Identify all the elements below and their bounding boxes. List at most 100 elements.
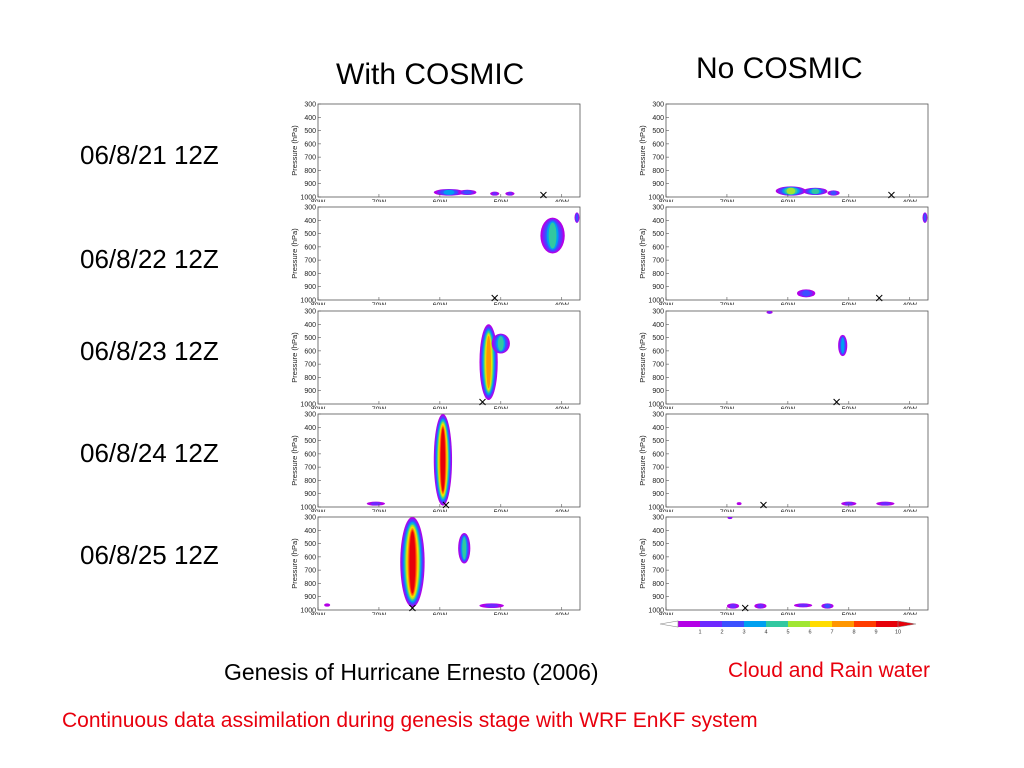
y-tick-label: 900 xyxy=(304,388,316,395)
x-tick-label: 80W xyxy=(311,200,326,203)
y-tick-label: 600 xyxy=(652,554,664,561)
y-axis-label: Pressure (hPa) xyxy=(638,538,647,589)
contour-level-3 xyxy=(575,213,579,222)
panel-plot: 300 400 500 600 700 800 900 100080W 70W 60W 50W 40W… xyxy=(638,412,929,513)
features-group xyxy=(766,311,848,357)
y-tick-label: 500 xyxy=(304,231,316,238)
heatmap-panel: 300400500600700800900100080W70W60W50W40W… xyxy=(636,410,956,513)
x-tick-label: 50W xyxy=(494,510,509,513)
y-tick-label: 700 xyxy=(304,155,316,162)
features-group xyxy=(736,501,895,506)
x-tick-label: 50W xyxy=(494,200,509,203)
heatmap-panel: 300400500600700800900100080W70W60W50W40W… xyxy=(288,203,608,306)
figure-caption: Genesis of Hurricane Ernesto (2006) xyxy=(224,659,599,685)
features-group xyxy=(775,186,840,196)
colorbar-tick-label: 8 xyxy=(852,630,855,636)
y-tick-label: 300 xyxy=(304,205,316,212)
colorbar-tick-label: 6 xyxy=(808,630,811,636)
y-tick-label: 1000 xyxy=(300,402,316,409)
y-tick-label: 300 xyxy=(304,515,316,522)
y-axis-label: Pressure (hPa) xyxy=(290,332,299,383)
x-tick-label: 40W xyxy=(555,510,570,513)
colorbar-tick-label: 3 xyxy=(742,630,745,636)
y-tick-label: 400 xyxy=(652,322,664,329)
colorbar-segment xyxy=(810,621,833,627)
x-tick-label: 50W xyxy=(842,510,857,513)
y-tick-label: 900 xyxy=(304,491,316,498)
storm-center-marker xyxy=(833,398,840,406)
features-group xyxy=(479,324,510,401)
features-group xyxy=(324,517,504,609)
contour-level-2 xyxy=(880,502,891,506)
x-tick-label: 70W xyxy=(720,303,735,306)
contour-level-2 xyxy=(729,603,737,609)
colorbar-tick-label: 5 xyxy=(786,630,789,636)
y-tick-label: 300 xyxy=(304,102,316,109)
y-axis-label: Pressure (hPa) xyxy=(638,228,647,279)
storm-center-marker xyxy=(540,191,547,199)
x-tick-label: 60W xyxy=(781,200,796,203)
contour-level-5 xyxy=(497,336,504,351)
y-tick-label: 300 xyxy=(652,412,664,419)
heatmap-panel: 300400500600700800900100080W70W60W50W40W… xyxy=(288,100,608,203)
x-tick-label: 70W xyxy=(372,510,387,513)
x-tick-label: 40W xyxy=(903,613,918,616)
colorbar: 1 2 3 4 5 6 7 8 9 10 xyxy=(659,620,917,636)
column-title-no-cosmic: No COSMIC xyxy=(696,52,863,85)
features-group xyxy=(433,189,515,196)
x-tick-label: 60W xyxy=(433,303,448,306)
plot-frame xyxy=(665,413,929,508)
y-tick-label: 1000 xyxy=(648,505,664,512)
colorbar-segment xyxy=(788,621,811,627)
x-tick-label: 70W xyxy=(720,613,735,616)
x-tick-label: 80W xyxy=(311,510,326,513)
x-tick-label: 60W xyxy=(433,407,448,410)
y-tick-label: 900 xyxy=(652,388,664,395)
storm-center-marker xyxy=(442,501,450,509)
y-axis-label: Pressure (hPa) xyxy=(638,435,647,486)
y-tick-label: 600 xyxy=(652,244,664,251)
colorbar-segment xyxy=(832,621,855,627)
contour-level-5 xyxy=(548,222,557,249)
y-tick-label: 300 xyxy=(652,102,664,109)
y-tick-label: 700 xyxy=(304,465,316,472)
y-tick-label: 500 xyxy=(652,128,664,135)
colorbar-segment xyxy=(876,621,899,627)
x-tick-label: 80W xyxy=(311,613,326,616)
panel-plot: 300 400 500 600 700 800 900 100080W 70W 60W 50W 40W… xyxy=(638,102,929,203)
colorbar-tick-label: 9 xyxy=(874,630,877,636)
x-tick-label: 60W xyxy=(781,510,796,513)
colorbar-segment xyxy=(854,621,877,627)
y-tick-label: 400 xyxy=(652,425,664,432)
y-tick-label: 700 xyxy=(652,362,664,369)
x-tick-label: 40W xyxy=(903,200,918,203)
y-tick-label: 500 xyxy=(652,438,664,445)
y-tick-label: 800 xyxy=(652,478,664,485)
contour-level-2 xyxy=(507,192,513,196)
y-tick-label: 300 xyxy=(304,309,316,316)
y-tick-label: 500 xyxy=(652,335,664,342)
y-tick-label: 700 xyxy=(652,258,664,265)
colorbar-segment xyxy=(700,621,723,627)
y-tick-label: 400 xyxy=(304,528,316,535)
x-tick-label: 40W xyxy=(903,510,918,513)
y-tick-label: 800 xyxy=(304,581,316,588)
heatmap-panel: 300400500600700800900100080W70W60W50W40W… xyxy=(636,100,956,203)
x-tick-label: 50W xyxy=(842,613,857,616)
x-tick-label: 70W xyxy=(720,200,735,203)
contour-level-3 xyxy=(923,213,927,222)
row-label-4: 06/8/24 12Z xyxy=(80,438,219,468)
y-tick-label: 300 xyxy=(652,515,664,522)
x-tick-label: 80W xyxy=(659,200,674,203)
panel-plot: 300 400 500 600 700 800 900 100080W 70W 60W 50W 40W… xyxy=(290,412,581,513)
y-tick-label: 500 xyxy=(304,128,316,135)
row-label-3: 06/8/23 12Z xyxy=(80,336,219,366)
y-tick-label: 900 xyxy=(304,181,316,188)
contour-level-1 xyxy=(324,603,331,607)
y-tick-label: 900 xyxy=(652,284,664,291)
features-group xyxy=(366,414,453,506)
y-tick-label: 800 xyxy=(304,168,316,175)
storm-center-marker xyxy=(491,294,499,302)
y-tick-label: 500 xyxy=(304,335,316,342)
panel-plot: 300 400 500 600 700 800 900 100080W 70W 60W 50W 40W… xyxy=(638,515,929,616)
